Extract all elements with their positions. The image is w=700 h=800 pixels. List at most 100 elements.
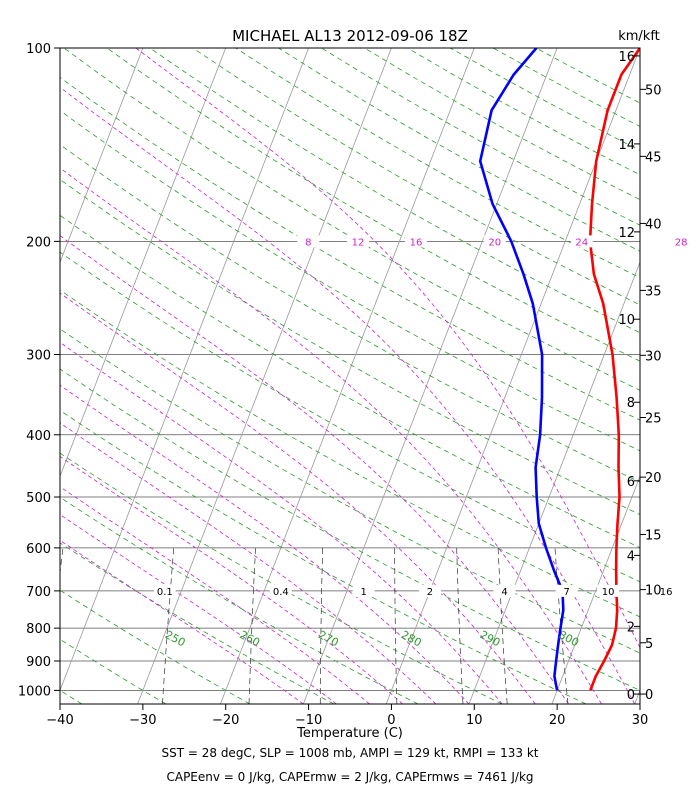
label-background — [405, 235, 428, 248]
kft-tick-label: 45 — [645, 150, 662, 165]
kft-tick-label: 35 — [645, 284, 662, 299]
mixing-ratio-line — [497, 547, 508, 704]
x-tick-label: −30 — [129, 713, 156, 728]
dry-adiabat-line — [60, 452, 503, 704]
label-background — [670, 235, 693, 248]
mixing-ratio-line — [319, 547, 324, 704]
isotherm-line — [60, 48, 309, 692]
mixing-ratio-line — [162, 547, 175, 704]
moist-adiabat-line — [60, 422, 437, 704]
kft-tick-label: 40 — [645, 217, 662, 232]
x-tick-label: −40 — [46, 713, 73, 728]
moist-adiabat-line — [60, 486, 370, 704]
km-tick-label: 12 — [618, 226, 635, 241]
moist-adiabat-label: 28 — [675, 237, 688, 248]
dry-adiabat-line — [60, 110, 640, 452]
y-tick-label: 700 — [26, 585, 51, 600]
km-tick-label: 16 — [618, 50, 635, 65]
mixing-ratio-label: 4 — [501, 587, 507, 598]
moist-adiabat-label: 20 — [488, 237, 501, 248]
y-tick-label: 1000 — [18, 684, 51, 699]
moist-adiabat-line — [60, 455, 403, 704]
kft-tick-label: 25 — [645, 411, 662, 426]
moist-adiabat-line — [60, 384, 470, 704]
y-tick-label: 800 — [26, 622, 51, 637]
label-background — [570, 235, 593, 248]
moist-adiabat-label: 8 — [305, 237, 311, 248]
mixing-ratio-label: 1 — [360, 587, 366, 598]
label-background — [352, 584, 375, 597]
isotherm-line — [60, 48, 144, 264]
x-tick-label: 20 — [549, 713, 566, 728]
dry-adiabat-line — [60, 214, 640, 549]
moist-adiabat-line — [60, 539, 304, 704]
y-tick-label: 600 — [26, 542, 51, 557]
chart-title: MICHAEL AL13 2012-09-06 18Z — [232, 27, 468, 45]
mixing-ratio-line — [248, 547, 256, 704]
y-tick-label: 400 — [26, 429, 51, 444]
plot-frame — [59, 47, 641, 705]
label-background — [269, 584, 292, 597]
kft-tick-label: 30 — [645, 349, 662, 364]
y-tick-label: 200 — [26, 235, 51, 250]
km-tick-label: 4 — [627, 549, 635, 564]
x-tick-label: 0 — [387, 713, 395, 728]
label-background — [153, 584, 176, 597]
moist-adiabat-line — [60, 86, 636, 704]
right-axis-label: km/kft — [618, 29, 660, 44]
label-background — [597, 584, 620, 597]
dry-adiabat-line — [60, 368, 640, 691]
x-tick-label: 10 — [466, 713, 483, 728]
label-background — [347, 235, 370, 248]
dry-adiabat-line — [60, 76, 640, 421]
kft-tick-label: 10 — [645, 584, 662, 599]
x-tick-label: −20 — [212, 713, 239, 728]
mixing-ratio-label: 2 — [427, 587, 433, 598]
moist-adiabat-line — [60, 341, 503, 704]
dry-adiabat-line — [60, 328, 640, 654]
x-tick-label: −10 — [295, 713, 322, 728]
label-background — [493, 584, 516, 597]
annotation-line-1: SST = 28 degC, SLP = 1008 mb, AMPI = 129… — [161, 746, 538, 760]
x-tick-label: 30 — [632, 713, 649, 728]
moist-adiabat-label: 12 — [352, 237, 365, 248]
mixing-ratio-label: 10 — [602, 587, 615, 598]
km-tick-label: 0 — [627, 688, 635, 703]
x-axis-label: Temperature (C) — [296, 726, 403, 741]
mixing-ratio-line — [394, 547, 398, 704]
label-background — [297, 235, 320, 248]
dewpoint-profile-line — [478, 48, 565, 691]
dry-adiabat-line — [106, 48, 640, 362]
km-tick-label: 2 — [627, 620, 635, 635]
kft-tick-label: 15 — [645, 528, 662, 543]
kft-tick-label: 5 — [645, 637, 653, 652]
km-tick-label: 14 — [618, 138, 635, 153]
moist-adiabat-label: 16 — [410, 237, 423, 248]
label-background — [483, 235, 506, 248]
km-tick-label: 10 — [618, 313, 635, 328]
kft-tick-label: 20 — [645, 471, 662, 486]
mixing-ratio-label: 16 — [660, 587, 673, 598]
mixing-ratio-label: 7 — [563, 587, 569, 598]
y-tick-label: 500 — [26, 491, 51, 506]
dry-adiabat-line — [60, 251, 640, 583]
label-background — [555, 584, 578, 597]
km-tick-label: 8 — [627, 396, 635, 411]
moist-adiabat-line — [60, 514, 337, 704]
moist-adiabat-line — [60, 292, 536, 704]
mixing-ratio-label: 0.1 — [157, 587, 173, 598]
dry-adiabat-line — [63, 48, 640, 391]
moist-adiabat-label: 24 — [575, 237, 588, 248]
label-background — [655, 584, 678, 597]
isotherm-line — [551, 475, 640, 704]
mixing-ratio-line — [456, 547, 464, 704]
kft-tick-label: 0 — [645, 688, 653, 703]
km-tick-label: 6 — [627, 475, 635, 490]
plot-area — [60, 48, 640, 704]
kft-tick-label: 50 — [645, 83, 662, 98]
y-tick-label: 900 — [26, 655, 51, 670]
y-tick-label: 100 — [26, 42, 51, 57]
dry-adiabat-line — [60, 589, 251, 704]
